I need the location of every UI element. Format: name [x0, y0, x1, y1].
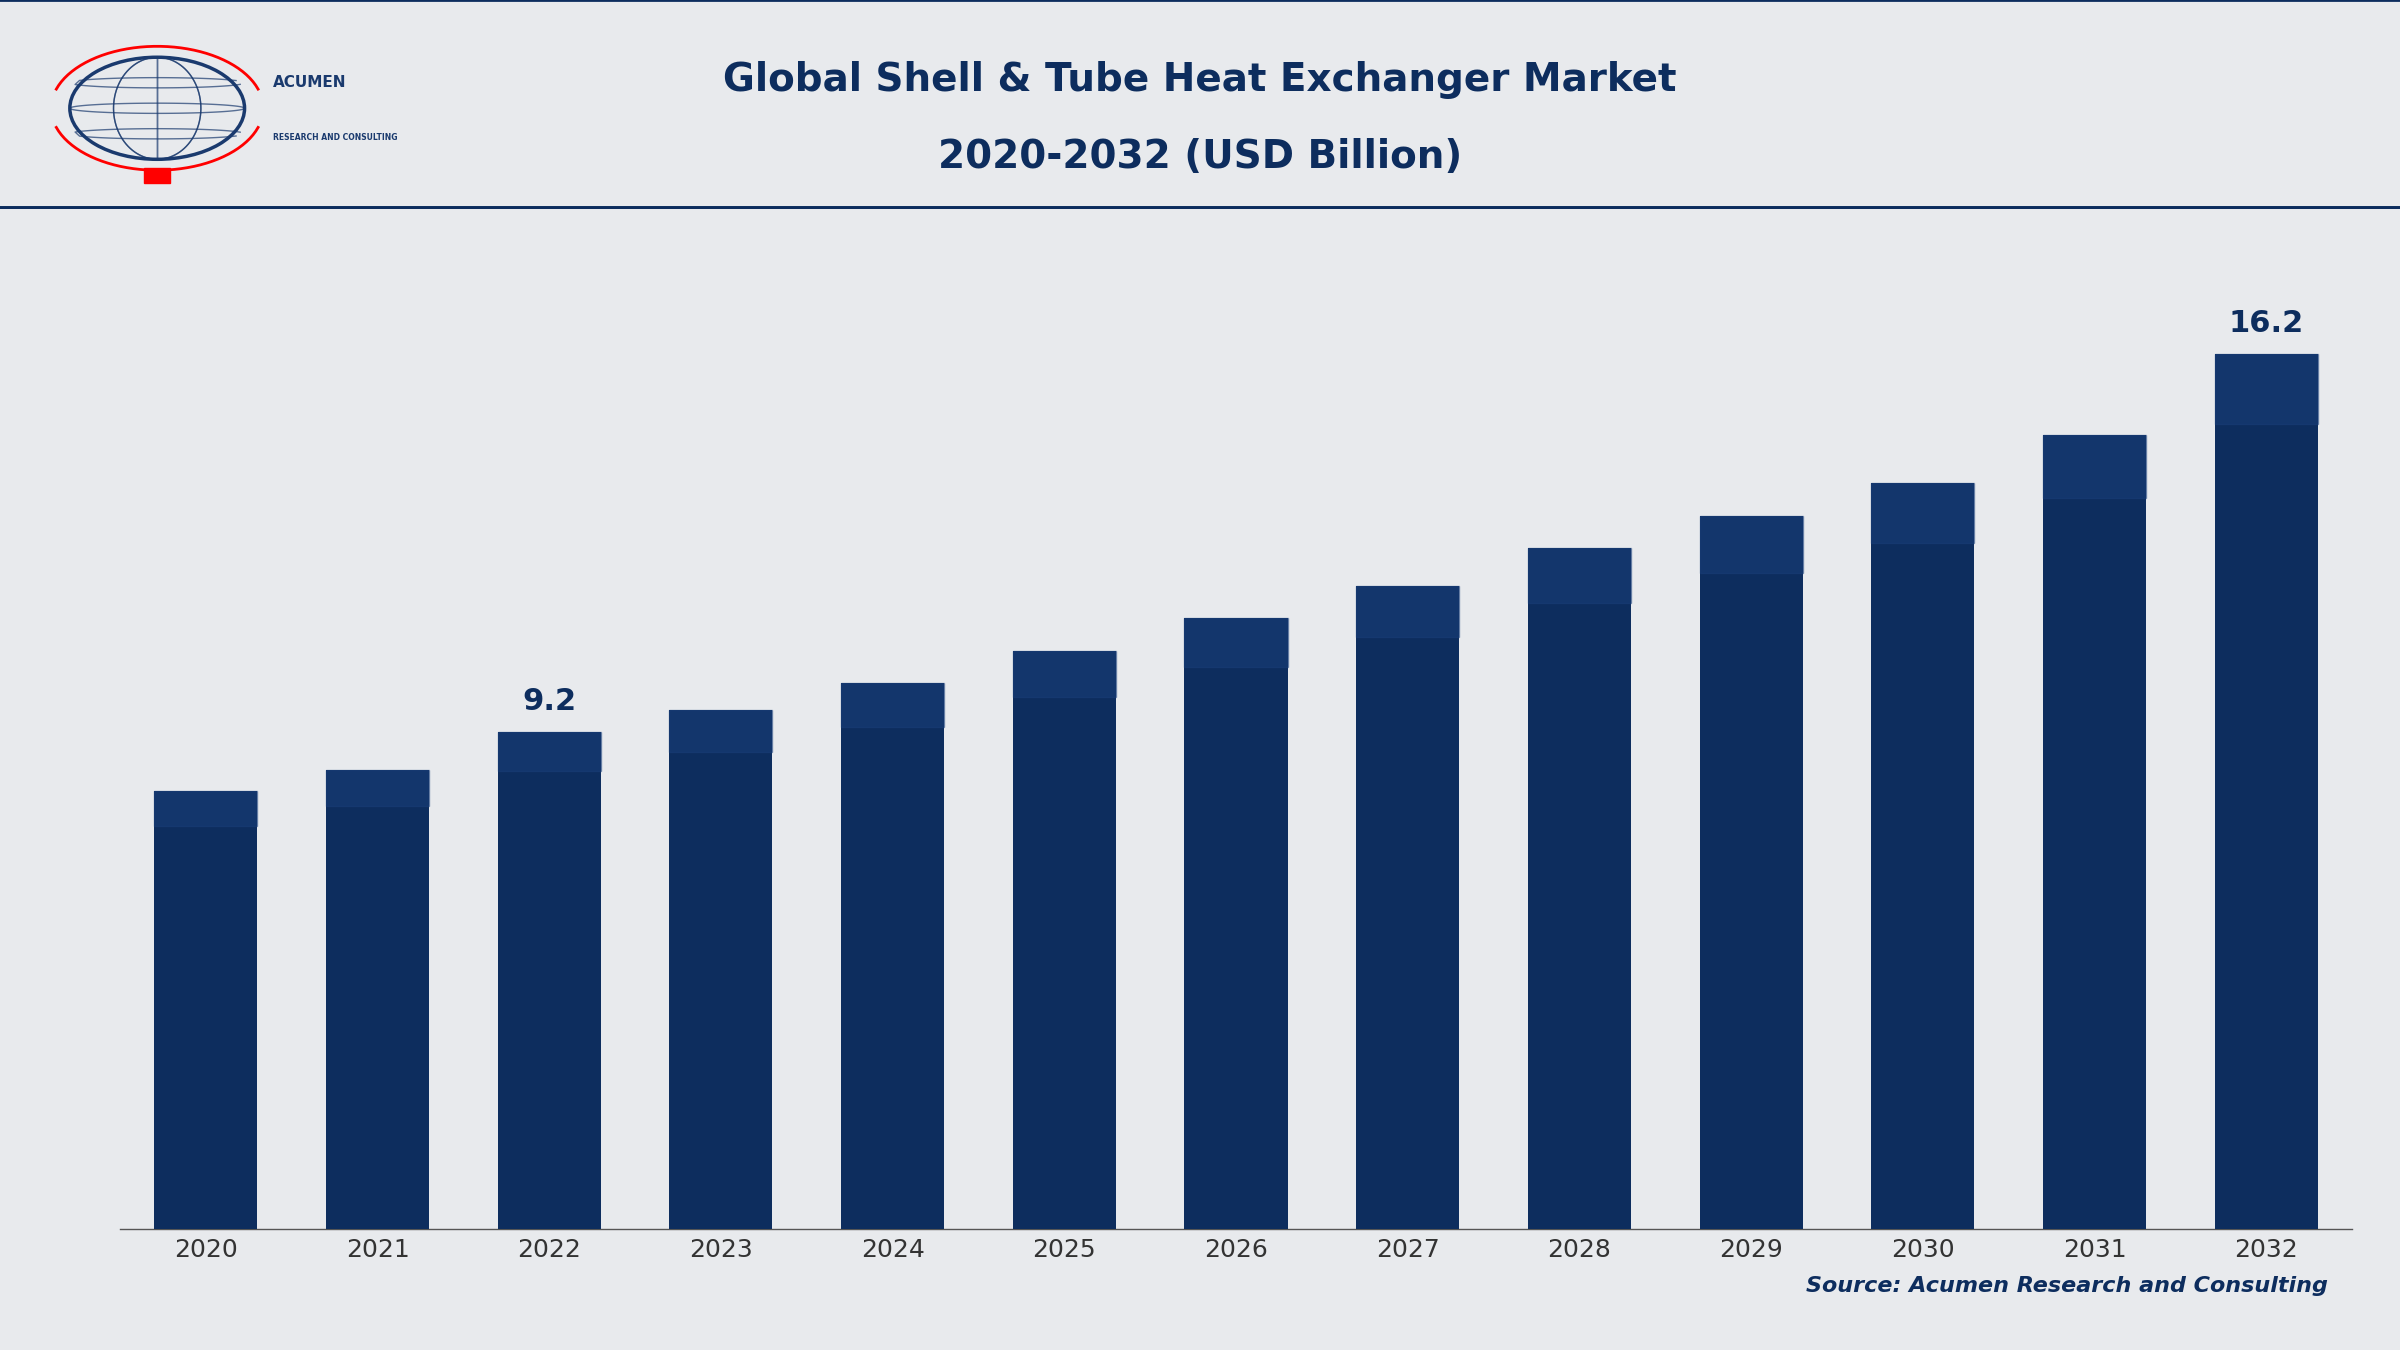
- Bar: [1529, 548, 1632, 602]
- Bar: [154, 791, 257, 1228]
- Bar: [1186, 618, 1286, 667]
- Bar: [840, 683, 943, 1228]
- Bar: [670, 710, 773, 752]
- Bar: [1872, 483, 1975, 1228]
- Bar: [497, 732, 600, 771]
- Bar: [154, 791, 257, 826]
- Text: 9.2: 9.2: [523, 687, 576, 716]
- Bar: [1013, 651, 1116, 697]
- Bar: [1186, 618, 1286, 1228]
- Bar: [1699, 516, 1802, 1228]
- Bar: [670, 710, 773, 1228]
- Bar: [1699, 516, 1802, 572]
- Bar: [2042, 435, 2146, 1228]
- Text: 2020-2032 (USD Billion): 2020-2032 (USD Billion): [938, 138, 1462, 176]
- Bar: [2042, 435, 2146, 498]
- Bar: [1529, 548, 1632, 1228]
- Bar: [1356, 586, 1459, 1228]
- Text: ACUMEN: ACUMEN: [274, 76, 346, 90]
- Bar: [326, 769, 430, 806]
- Bar: [1013, 651, 1116, 1228]
- Text: RESEARCH AND CONSULTING: RESEARCH AND CONSULTING: [274, 132, 396, 142]
- Bar: [326, 769, 430, 1228]
- Bar: [2215, 354, 2318, 424]
- Bar: [1356, 586, 1459, 637]
- Bar: [840, 683, 943, 726]
- Bar: [1872, 483, 1975, 543]
- Text: Source: Acumen Research and Consulting: Source: Acumen Research and Consulting: [1807, 1276, 2328, 1296]
- Text: 16.2: 16.2: [2230, 309, 2304, 338]
- Bar: [2215, 354, 2318, 1228]
- Text: Global Shell & Tube Heat Exchanger Market: Global Shell & Tube Heat Exchanger Marke…: [722, 61, 1678, 99]
- Bar: [497, 732, 600, 1228]
